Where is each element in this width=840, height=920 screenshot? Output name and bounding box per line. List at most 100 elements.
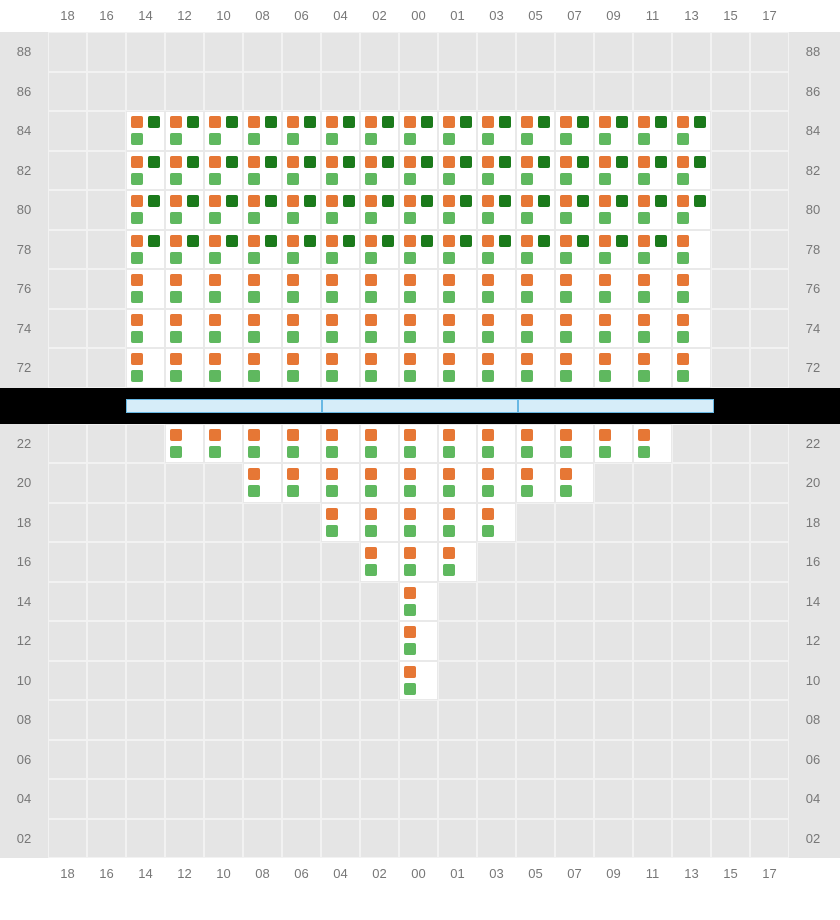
marker-orange[interactable] xyxy=(599,274,611,286)
marker-light_green[interactable] xyxy=(404,252,416,264)
grid-cell[interactable] xyxy=(477,151,516,191)
marker-light_green[interactable] xyxy=(482,485,494,497)
marker-light_green[interactable] xyxy=(599,291,611,303)
grid-cell[interactable] xyxy=(477,348,516,388)
marker-dark_green[interactable] xyxy=(382,156,394,168)
marker-orange[interactable] xyxy=(638,195,650,207)
marker-orange[interactable] xyxy=(404,353,416,365)
marker-orange[interactable] xyxy=(638,314,650,326)
marker-orange[interactable] xyxy=(638,353,650,365)
grid-cell[interactable] xyxy=(321,503,360,543)
marker-orange[interactable] xyxy=(677,274,689,286)
grid-cell[interactable] xyxy=(399,463,438,503)
marker-light_green[interactable] xyxy=(248,291,260,303)
marker-light_green[interactable] xyxy=(677,212,689,224)
marker-orange[interactable] xyxy=(287,116,299,128)
grid-cell[interactable] xyxy=(516,424,555,464)
marker-light_green[interactable] xyxy=(248,173,260,185)
grid-cell[interactable] xyxy=(438,542,477,582)
marker-light_green[interactable] xyxy=(443,133,455,145)
marker-orange[interactable] xyxy=(560,353,572,365)
grid-cell[interactable] xyxy=(126,309,165,349)
marker-dark_green[interactable] xyxy=(421,156,433,168)
marker-dark_green[interactable] xyxy=(616,116,628,128)
marker-orange[interactable] xyxy=(677,116,689,128)
marker-orange[interactable] xyxy=(482,156,494,168)
marker-light_green[interactable] xyxy=(131,133,143,145)
grid-cell[interactable] xyxy=(399,309,438,349)
marker-orange[interactable] xyxy=(326,195,338,207)
marker-orange[interactable] xyxy=(521,116,533,128)
marker-light_green[interactable] xyxy=(287,252,299,264)
grid-cell[interactable] xyxy=(282,151,321,191)
marker-light_green[interactable] xyxy=(521,331,533,343)
marker-light_green[interactable] xyxy=(560,173,572,185)
marker-orange[interactable] xyxy=(404,156,416,168)
marker-light_green[interactable] xyxy=(131,370,143,382)
marker-orange[interactable] xyxy=(560,314,572,326)
marker-dark_green[interactable] xyxy=(655,156,667,168)
marker-light_green[interactable] xyxy=(404,446,416,458)
marker-light_green[interactable] xyxy=(326,252,338,264)
marker-light_green[interactable] xyxy=(404,525,416,537)
grid-cell[interactable] xyxy=(438,111,477,151)
marker-orange[interactable] xyxy=(209,274,221,286)
marker-orange[interactable] xyxy=(365,508,377,520)
marker-light_green[interactable] xyxy=(170,252,182,264)
grid-cell[interactable] xyxy=(282,111,321,151)
grid-cell[interactable] xyxy=(516,309,555,349)
grid-cell[interactable] xyxy=(516,463,555,503)
marker-orange[interactable] xyxy=(365,353,377,365)
marker-light_green[interactable] xyxy=(443,485,455,497)
marker-light_green[interactable] xyxy=(443,331,455,343)
grid-cell[interactable] xyxy=(165,190,204,230)
marker-dark_green[interactable] xyxy=(499,116,511,128)
marker-orange[interactable] xyxy=(443,235,455,247)
grid-cell[interactable] xyxy=(555,463,594,503)
marker-orange[interactable] xyxy=(131,116,143,128)
marker-light_green[interactable] xyxy=(521,291,533,303)
marker-light_green[interactable] xyxy=(443,564,455,576)
marker-orange[interactable] xyxy=(248,156,260,168)
marker-light_green[interactable] xyxy=(170,446,182,458)
marker-light_green[interactable] xyxy=(326,370,338,382)
grid-cell[interactable] xyxy=(438,190,477,230)
marker-orange[interactable] xyxy=(443,116,455,128)
marker-orange[interactable] xyxy=(560,274,572,286)
marker-orange[interactable] xyxy=(521,274,533,286)
grid-cell[interactable] xyxy=(360,503,399,543)
marker-orange[interactable] xyxy=(677,195,689,207)
grid-cell[interactable] xyxy=(399,503,438,543)
marker-light_green[interactable] xyxy=(677,133,689,145)
marker-light_green[interactable] xyxy=(443,173,455,185)
grid-cell[interactable] xyxy=(321,309,360,349)
marker-dark_green[interactable] xyxy=(421,195,433,207)
marker-light_green[interactable] xyxy=(170,331,182,343)
marker-orange[interactable] xyxy=(131,314,143,326)
marker-orange[interactable] xyxy=(482,314,494,326)
grid-cell[interactable] xyxy=(633,190,672,230)
marker-orange[interactable] xyxy=(443,547,455,559)
grid-cell[interactable] xyxy=(321,151,360,191)
marker-orange[interactable] xyxy=(170,156,182,168)
grid-cell[interactable] xyxy=(516,230,555,270)
marker-orange[interactable] xyxy=(638,116,650,128)
grid-cell[interactable] xyxy=(399,661,438,701)
marker-orange[interactable] xyxy=(404,508,416,520)
marker-light_green[interactable] xyxy=(560,446,572,458)
marker-dark_green[interactable] xyxy=(226,235,238,247)
marker-light_green[interactable] xyxy=(521,173,533,185)
marker-light_green[interactable] xyxy=(248,485,260,497)
marker-light_green[interactable] xyxy=(638,331,650,343)
marker-dark_green[interactable] xyxy=(265,116,277,128)
grid-cell[interactable] xyxy=(321,190,360,230)
grid-cell[interactable] xyxy=(243,111,282,151)
grid-cell[interactable] xyxy=(282,463,321,503)
marker-orange[interactable] xyxy=(131,195,143,207)
grid-cell[interactable] xyxy=(399,190,438,230)
marker-dark_green[interactable] xyxy=(343,116,355,128)
marker-orange[interactable] xyxy=(248,353,260,365)
marker-light_green[interactable] xyxy=(404,564,416,576)
grid-cell[interactable] xyxy=(516,111,555,151)
marker-light_green[interactable] xyxy=(326,291,338,303)
